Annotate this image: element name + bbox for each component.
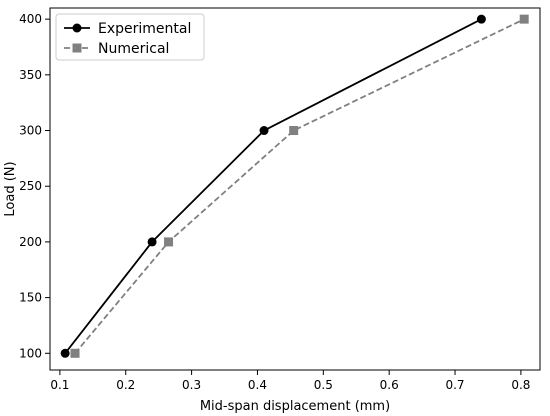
legend-box [55,13,205,61]
y-tick-label: 100 [19,346,42,360]
x-tick-label: 0.1 [50,378,69,392]
y-tick-label: 200 [19,235,42,249]
y-tick-label: 150 [19,291,42,305]
legend-label-experimental: Experimental [98,21,191,37]
y-tick-label: 250 [19,179,42,193]
data-point-numerical [519,14,529,24]
y-tick-label: 300 [19,124,42,138]
y-axis-title: Load (N) [3,161,18,216]
data-point-experimental [259,126,269,136]
data-point-experimental [476,14,486,24]
x-tick-label: 0.7 [445,378,464,392]
x-tick-label: 0.2 [116,378,135,392]
data-point-experimental [147,237,157,247]
data-point-experimental [60,348,70,358]
x-tick-label: 0.6 [380,378,399,392]
data-point-numerical [164,237,174,247]
legend-label-numerical: Numerical [98,41,169,57]
x-axis-title: Mid-span displacement (mm) [200,399,390,414]
data-point-numerical [70,348,80,358]
legend-marker-numerical [72,43,82,53]
legend-marker-experimental [72,23,82,33]
plot-frame [49,7,541,371]
y-tick-label: 350 [19,68,42,82]
x-tick-label: 0.8 [511,378,530,392]
legend: Experimental Numerical [55,13,205,61]
y-tick-label: 400 [19,12,42,26]
data-point-numerical [289,126,299,136]
series-line-experimental [64,18,482,354]
axes: 0.1 0.2 0.3 0.4 0.5 0.6 0.7 0.8 100 150 200 250 300 3… [19,7,541,392]
x-tick-label: 0.3 [182,378,201,392]
plot-area [60,14,529,358]
series-line-numerical [74,18,525,354]
x-tick-label: 0.5 [314,378,333,392]
x-tick-label: 0.4 [248,378,267,392]
